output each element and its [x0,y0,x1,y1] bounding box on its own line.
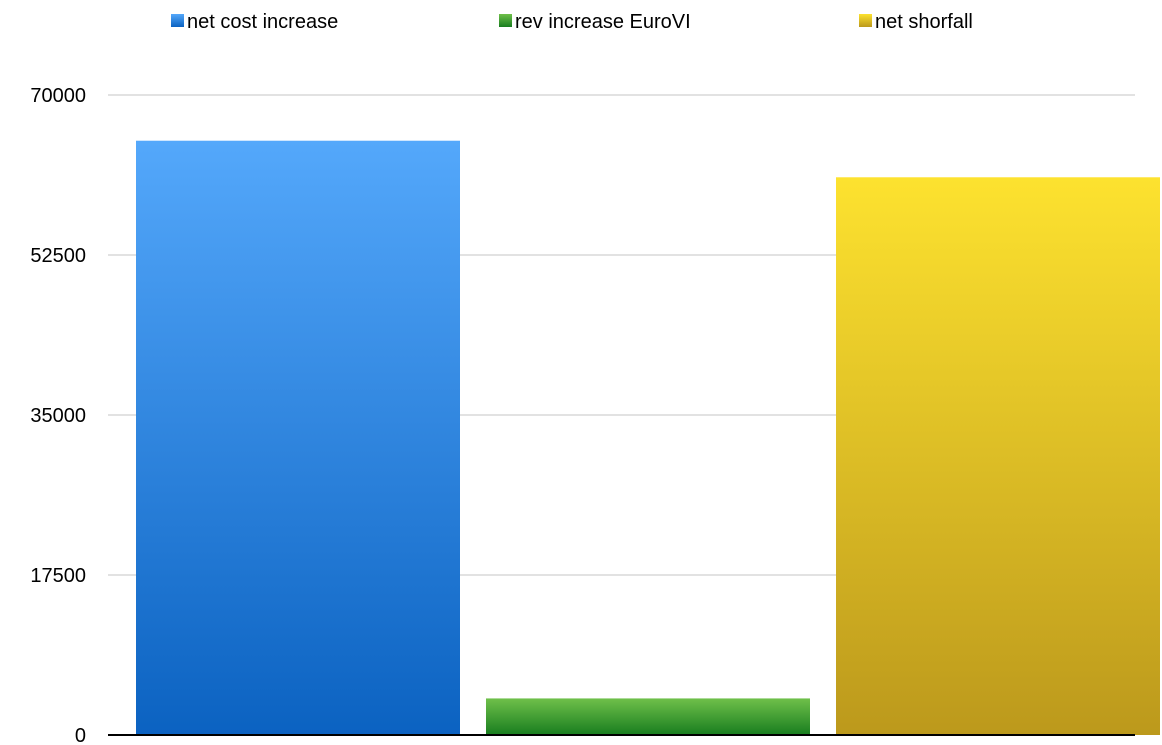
legend-swatch [499,14,512,27]
bar-rev-increase-eurovi [486,698,810,735]
bar-net-shorfall [836,177,1160,736]
y-tick-label: 17500 [30,565,86,587]
legend-label: rev increase EuroVI [515,11,691,33]
legend-label: net cost increase [187,11,338,33]
y-tick-label: 35000 [30,405,86,427]
y-axis-ticks: 0 17500 35000 52500 70000 [30,85,86,745]
y-tick-label: 70000 [30,85,86,107]
bars [136,140,1160,736]
legend-swatch [171,14,184,27]
legend: net cost increase rev increase EuroVI net … [171,11,973,33]
bar-net-cost-increase [136,140,460,735]
legend-swatch [859,14,872,27]
y-tick-label: 52500 [30,245,86,267]
legend-label: net shorfall [875,11,973,33]
y-tick-label: 0 [75,725,86,745]
